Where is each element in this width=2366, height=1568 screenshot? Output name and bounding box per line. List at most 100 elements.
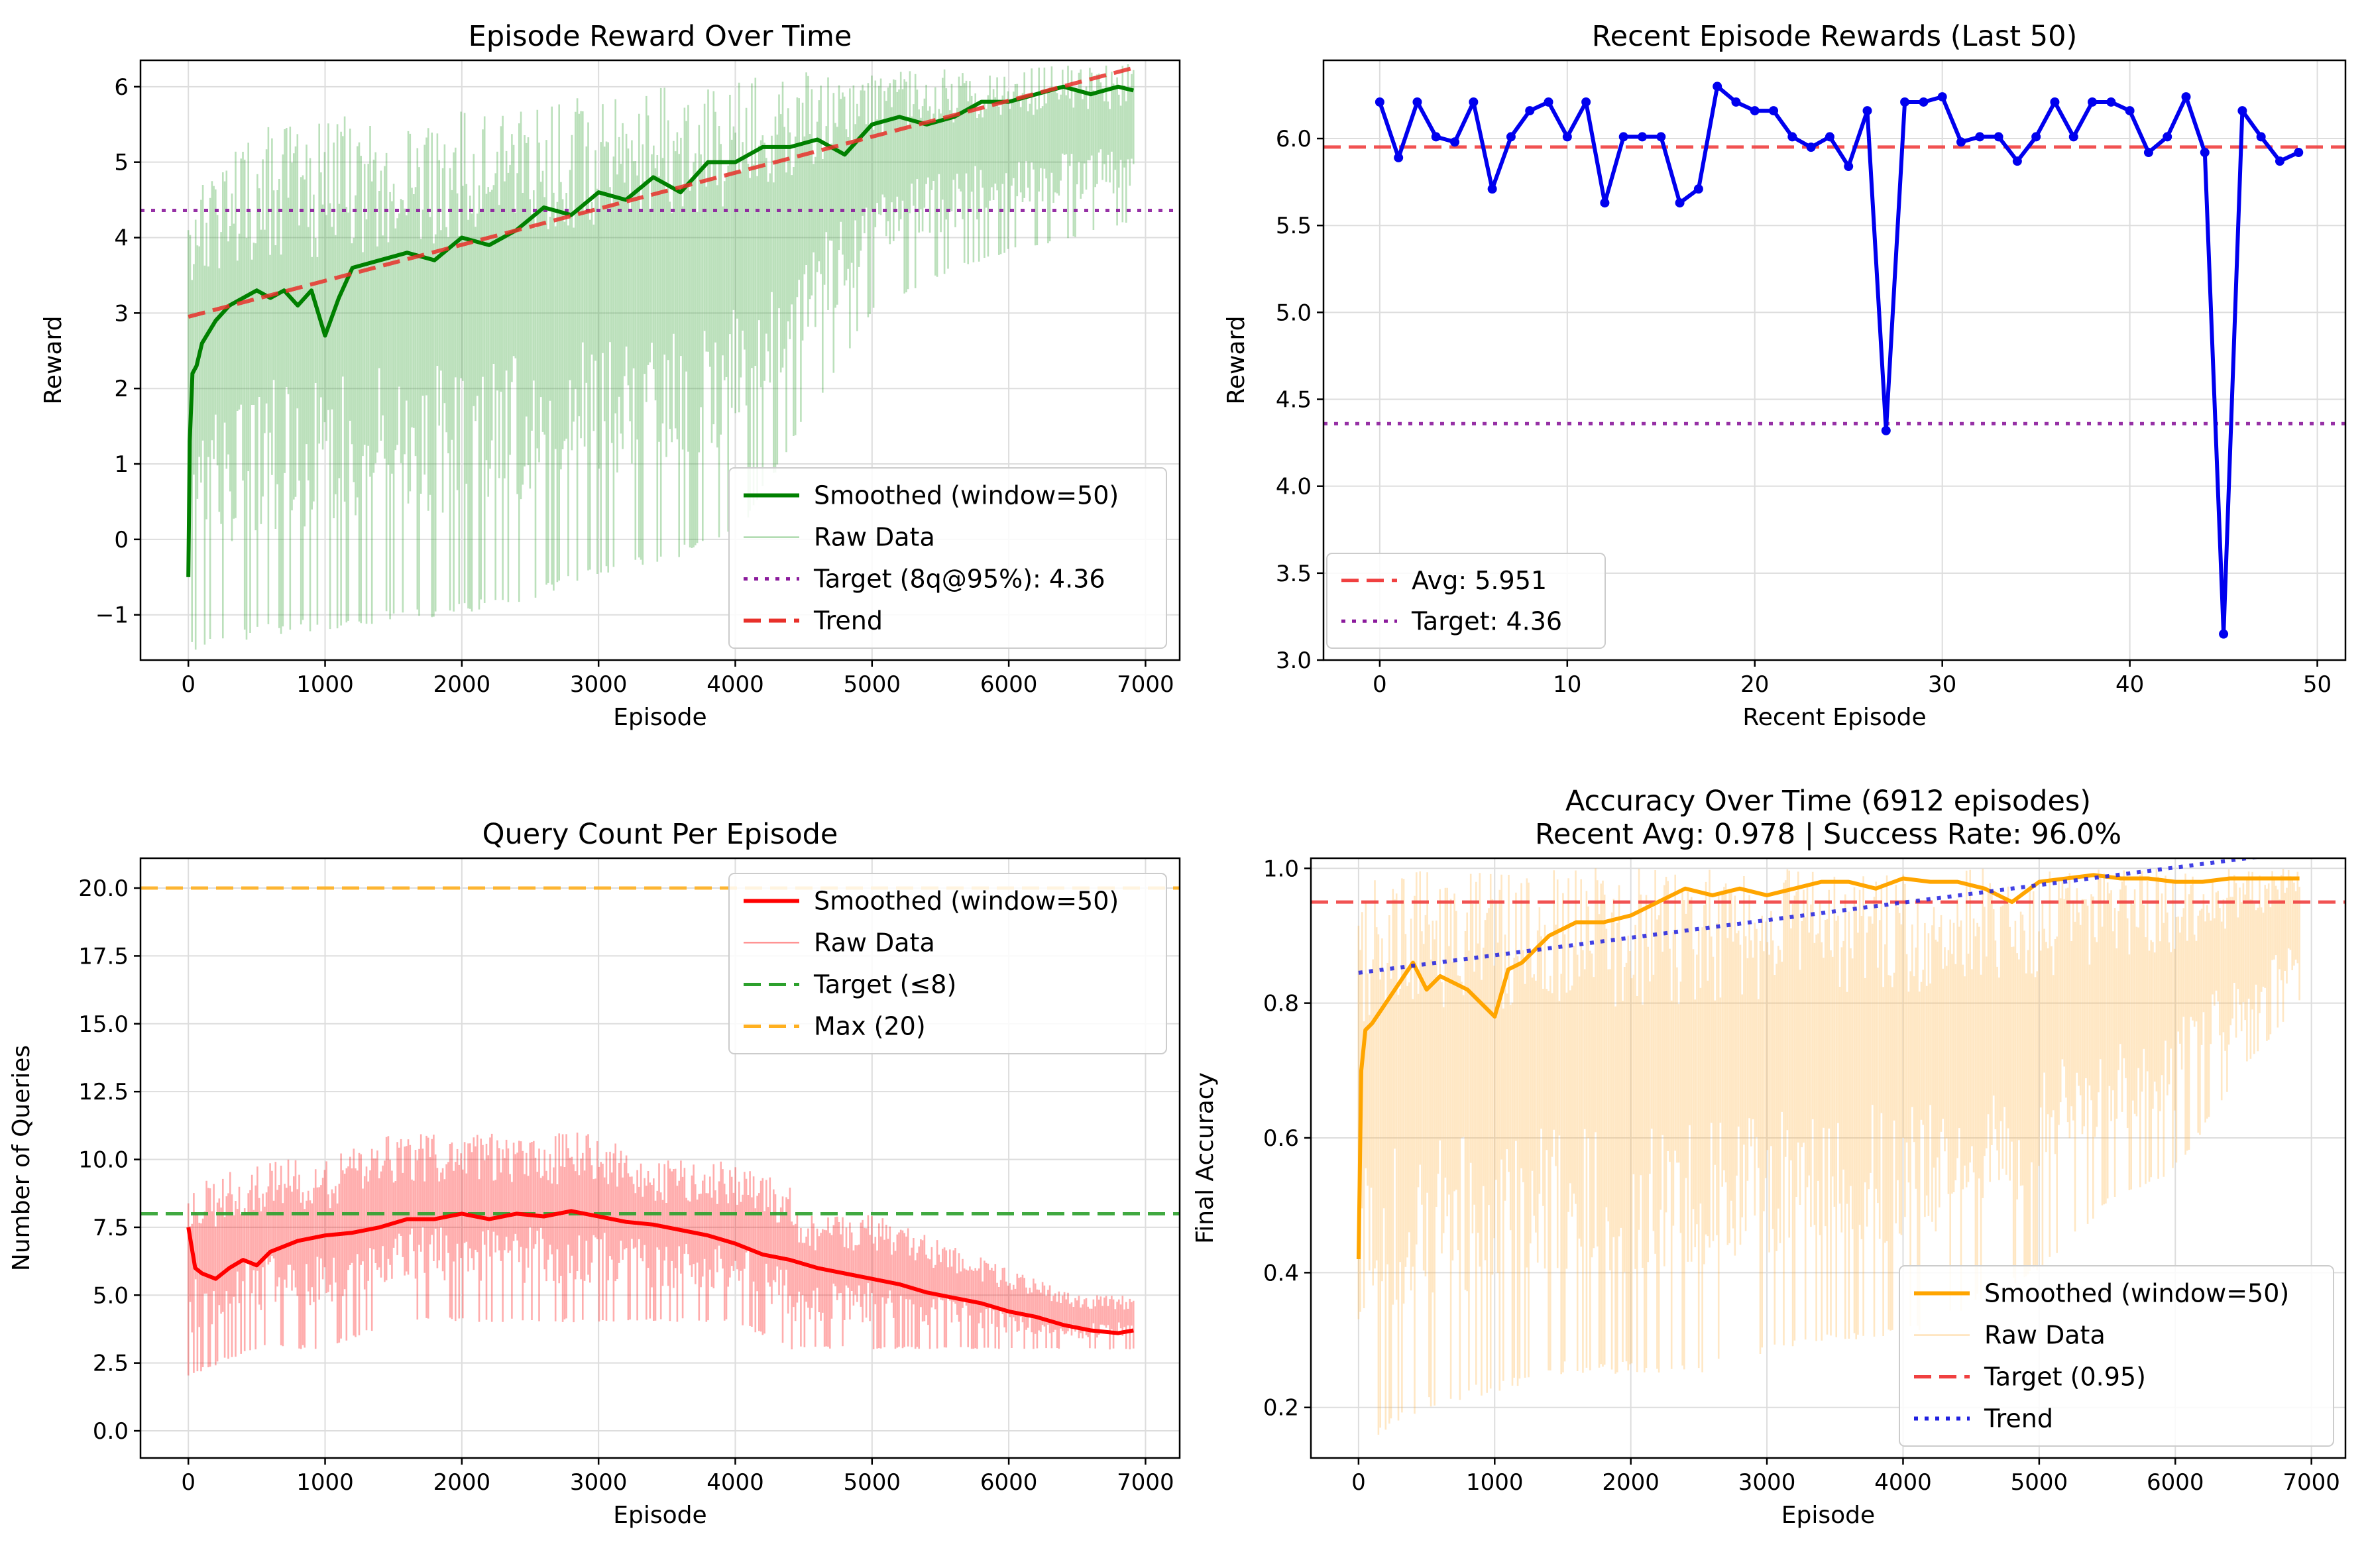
y-axis-label: Number of Queries (8, 1045, 35, 1271)
chart-panel-2: 0 10 20 30 40 50 3.0 3.5 4.0 4.5 5.0 5.5 6.0 Recent E… (1223, 20, 2347, 731)
data-point (1750, 106, 1760, 116)
x-tick-label: 4000 (1874, 1469, 1932, 1496)
data-point (2068, 132, 2078, 142)
y-tick-label: 0.6 (1263, 1125, 1299, 1152)
chart-title: Accuracy Over Time (6912 episodes) (1565, 785, 2091, 818)
x-tick-label: 3000 (1738, 1469, 1796, 1496)
data-point (2219, 629, 2229, 639)
x-tick-label: 0 (181, 671, 196, 698)
y-tick-label: 5 (114, 150, 129, 176)
y-tick-label: 1 (114, 451, 129, 478)
chart-subtitle: Recent Avg: 0.978 | Success Rate: 96.0% (1535, 818, 2121, 851)
data-point (1825, 132, 1834, 142)
data-point (1862, 106, 1872, 116)
data-point (1693, 184, 1703, 194)
data-point (1544, 97, 1553, 107)
series-line (1356, 873, 2300, 1260)
legend: Smoothed (window=50) Raw Data Target (8q@9… (728, 467, 1167, 649)
axes-frame (1322, 59, 2347, 661)
legend-entry: Target (8q@95%): 4.36 (813, 565, 1105, 594)
x-tick-label: 20 (1740, 671, 1769, 698)
y-tick-label: 0.4 (1263, 1260, 1299, 1286)
x-tick-label: 7000 (2282, 1469, 2340, 1496)
x-tick-label: 5000 (844, 1469, 901, 1496)
x-tick-label: 2000 (433, 671, 491, 698)
data-point (2294, 148, 2304, 158)
chart-title: Episode Reward Over Time (469, 20, 852, 53)
x-tick-label: 6000 (980, 671, 1038, 698)
axes-frame (1310, 857, 2347, 1459)
y-tick-label: 3.5 (1276, 561, 1312, 587)
data-point (1787, 132, 1797, 142)
x-tick-label: 3000 (570, 671, 628, 698)
data-point (2012, 156, 2022, 166)
x-axis-label: Recent Episode (1742, 704, 1926, 731)
data-point (1581, 97, 1591, 107)
y-tick-label: 2 (114, 376, 129, 402)
data-point (1956, 137, 1966, 147)
legend-entry: Target: 4.36 (1411, 606, 1562, 636)
data-point (1506, 132, 1516, 142)
chart-panel-3: 0 1000 2000 3000 4000 5000 6000 7000 0.0 2.5 5.0 7.… (8, 818, 1181, 1529)
x-axis-label: Episode (1781, 1502, 1875, 1529)
legend-entry: Trend (813, 606, 883, 636)
data-point (1731, 97, 1741, 107)
axes-frame (139, 857, 1181, 1459)
data-point (2200, 148, 2210, 158)
data-point (1844, 162, 1854, 172)
legend-entry: Raw Data (814, 523, 935, 552)
x-tick-label: 30 (1928, 671, 1956, 698)
legend-box (728, 467, 1167, 649)
chart-title: Recent Episode Rewards (Last 50) (1592, 20, 2078, 53)
legend-box (1899, 1265, 2334, 1447)
legend-box (728, 873, 1167, 1054)
legend-entry: Smoothed (window=50) (1984, 1279, 2289, 1308)
y-tick-label: −1 (95, 602, 129, 629)
data-point (2088, 97, 2098, 107)
x-tick-label: 0 (181, 1469, 196, 1496)
chart-panel-1: 0 1000 2000 3000 4000 5000 6000 7000 −1 0 1 2 3 4 5 6 Ep… (40, 20, 1181, 731)
data-point (1919, 97, 1929, 107)
data-point (2106, 97, 2116, 107)
x-tick-label: 0 (1373, 671, 1387, 698)
legend-entry: Max (20) (814, 1012, 926, 1041)
data-point (1806, 142, 1816, 152)
y-tick-label: 4.5 (1276, 387, 1312, 414)
data-point (1394, 152, 1404, 162)
data-point (1431, 132, 1441, 142)
data-point (1937, 92, 1947, 102)
x-tick-label: 6000 (2147, 1469, 2204, 1496)
raw-data-band (187, 64, 1135, 650)
x-tick-label: 1000 (296, 1469, 354, 1496)
y-tick-label: 4 (114, 225, 129, 252)
trend-line (188, 66, 1135, 319)
data-point (1637, 132, 1647, 142)
y-tick-label: 5.0 (93, 1282, 129, 1309)
data-point (2163, 132, 2172, 142)
y-tick-label: 6.0 (1276, 126, 1312, 152)
data-point (2237, 106, 2247, 116)
data-point (1600, 198, 1610, 208)
x-tick-label: 10 (1553, 671, 1581, 698)
data-point (1450, 137, 1460, 147)
data-point (2275, 156, 2284, 166)
y-tick-label: 7.5 (93, 1215, 129, 1241)
y-tick-label: 12.5 (78, 1079, 129, 1105)
legend-box (1326, 553, 1606, 649)
series-line (186, 1209, 1134, 1335)
data-point (1994, 132, 2003, 142)
y-tick-label: 0.0 (93, 1418, 129, 1445)
data-point (1562, 132, 1572, 142)
plot-area (1311, 858, 2345, 1435)
data-point (1713, 82, 1722, 91)
y-tick-label: 5.0 (1276, 300, 1312, 326)
data-point (1375, 97, 1384, 107)
x-tick-label: 3000 (570, 1469, 628, 1496)
legend-entry: Trend (1984, 1404, 2053, 1433)
data-point (2031, 132, 2041, 142)
y-tick-label: 0.2 (1263, 1395, 1299, 1422)
y-axis-label: Reward (1223, 315, 1250, 404)
y-tick-label: 3.0 (1276, 647, 1312, 674)
legend-entry: Avg: 5.951 (1412, 566, 1547, 595)
